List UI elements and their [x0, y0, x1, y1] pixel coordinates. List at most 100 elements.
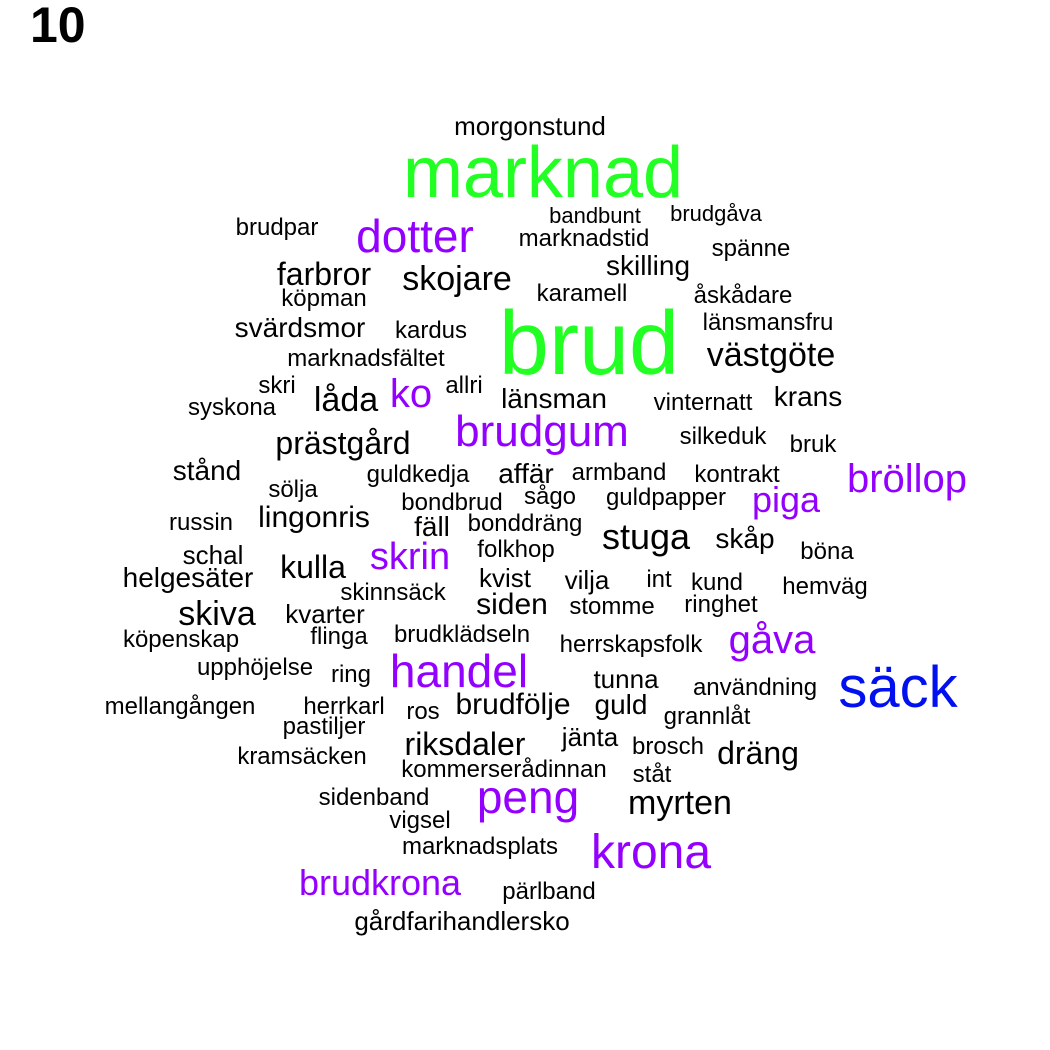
word-lansman: länsman	[501, 383, 607, 414]
word-bondbrud: bondbrud	[401, 489, 503, 516]
word-fall: fäll	[414, 511, 450, 542]
word-pastiljer: pastiljer	[282, 713, 366, 740]
word-vastgote: västgöte	[706, 336, 836, 374]
word-skilling: skilling	[605, 250, 691, 281]
word-solja: sölja	[268, 476, 318, 503]
word-sago: sågo	[523, 483, 577, 510]
word-skojare: skojare	[402, 260, 512, 298]
word-helgesater: helgesäter	[122, 562, 254, 593]
word-skiva: skiva	[178, 595, 256, 633]
word-kvist: kvist	[479, 563, 531, 593]
word-upphojelse: upphöjelse	[196, 654, 314, 681]
word-brud: brud	[498, 294, 680, 394]
word-allri: allri	[445, 372, 483, 399]
word-marknadsplats: marknadsplats	[401, 833, 559, 860]
word-morgonstund: morgonstund	[454, 111, 606, 141]
word-karamell: karamell	[536, 280, 628, 307]
word-hemvag: hemväg	[782, 573, 868, 600]
word-vinternatt: vinternatt	[653, 389, 753, 416]
word-tunna: tunna	[593, 664, 659, 694]
word-drang: dräng	[717, 735, 799, 771]
word-krona: krona	[590, 826, 712, 879]
word-marknadsfaltet: marknadsfältet	[287, 345, 445, 372]
word-piga: piga	[751, 479, 821, 520]
word-brudpar: brudpar	[235, 214, 319, 241]
word-int: int	[646, 566, 672, 593]
word-stuga: stuga	[601, 516, 691, 557]
word-lansmansfru: länsmansfru	[702, 309, 834, 336]
word-bonddrang: bonddräng	[467, 510, 583, 537]
word-ko: ko	[389, 372, 433, 416]
word-brollop: bröllop	[846, 457, 968, 501]
word-affar: affär	[498, 458, 554, 489]
word-skap: skåp	[715, 523, 775, 554]
word-skri: skri	[258, 372, 296, 399]
word-kopman: köpman	[281, 285, 367, 312]
word-marknad: marknad	[402, 133, 684, 213]
word-folkhop: folkhop	[477, 536, 555, 563]
word-kontrakt: kontrakt	[694, 461, 780, 488]
word-brudgava: brudgåva	[670, 201, 762, 226]
word-skinnsack: skinnsäck	[340, 579, 446, 606]
word-russin: russin	[168, 509, 234, 536]
word-brudkrona: brudkrona	[298, 862, 462, 903]
word-siden: siden	[476, 588, 548, 621]
word-sack: säck	[838, 655, 958, 720]
word-guldpapper: guldpapper	[605, 484, 727, 511]
word-ros: ros	[406, 698, 440, 725]
word-sidenband: sidenband	[318, 784, 430, 811]
word-kulla: kulla	[280, 549, 346, 585]
word-gava: gåva	[728, 618, 816, 662]
word-stomme: stomme	[569, 593, 655, 620]
word-brudgum: brudgum	[455, 407, 629, 456]
word-grannlat: grannlåt	[663, 703, 751, 730]
word-riksdaler: riksdaler	[404, 726, 526, 762]
word-spanne: spänne	[711, 235, 791, 262]
word-ring: ring	[330, 661, 372, 688]
word-syskona: syskona	[187, 394, 277, 421]
word-handel: handel	[389, 645, 529, 697]
word-armband: armband	[571, 459, 667, 486]
word-guld: guld	[594, 689, 648, 720]
word-mellangangen: mellangången	[104, 693, 256, 720]
word-anvandning: användning	[692, 674, 818, 701]
word-myrten: myrten	[628, 784, 732, 822]
word-gardfarihandlersko: gårdfarihandlersko	[354, 906, 570, 936]
word-dotter: dotter	[356, 210, 474, 262]
word-brudfolje: brudfölje	[455, 688, 571, 721]
word-herrskapsfolk: herrskapsfolk	[559, 631, 703, 658]
word-kund: kund	[690, 569, 744, 596]
word-kommerseradinnan: kommerserådinnan	[401, 756, 607, 783]
word-stand: stånd	[172, 455, 242, 486]
word-bandbunt: bandbunt	[549, 203, 641, 228]
word-flinga: flinga	[310, 623, 368, 650]
word-farbror: farbror	[276, 256, 372, 292]
word-parlband: pärlband	[502, 878, 596, 905]
word-janta: jänta	[561, 722, 619, 752]
panel-number: 10	[30, 0, 86, 53]
word-marknadstid: marknadstid	[518, 225, 650, 252]
word-vilja: vilja	[564, 565, 610, 595]
word-brudkladseln: brudklädseln	[393, 621, 531, 648]
word-stat: ståt	[632, 761, 672, 788]
word-herrkarl: herrkarl	[303, 693, 385, 720]
word-lada: låda	[313, 381, 379, 419]
word-skrin: skrin	[369, 536, 451, 578]
word-vigsel: vigsel	[389, 807, 451, 834]
word-silkeduk: silkeduk	[679, 423, 767, 450]
word-svardsmor: svärdsmor	[234, 312, 366, 343]
word-bona: böna	[800, 538, 854, 565]
word-kvarter: kvarter	[285, 599, 365, 629]
word-guldkedja: guldkedja	[366, 461, 470, 488]
word-ringhet: ringhet	[684, 591, 758, 618]
word-kardus: kardus	[394, 317, 468, 344]
word-brosch: brosch	[631, 733, 705, 760]
word-prastgard: prästgård	[275, 425, 411, 461]
word-schal: schal	[182, 540, 244, 570]
word-bruk: bruk	[789, 431, 837, 458]
word-kopenskap: köpenskap	[122, 626, 240, 653]
word-peng: peng	[476, 771, 580, 823]
word-lingonris: lingonris	[258, 501, 370, 534]
word-kramsacken: kramsäcken	[237, 743, 367, 770]
